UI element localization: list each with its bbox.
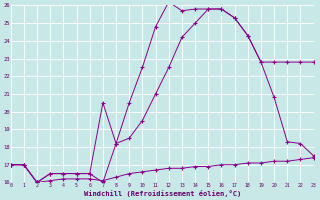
X-axis label: Windchill (Refroidissement éolien,°C): Windchill (Refroidissement éolien,°C) [84, 190, 241, 197]
